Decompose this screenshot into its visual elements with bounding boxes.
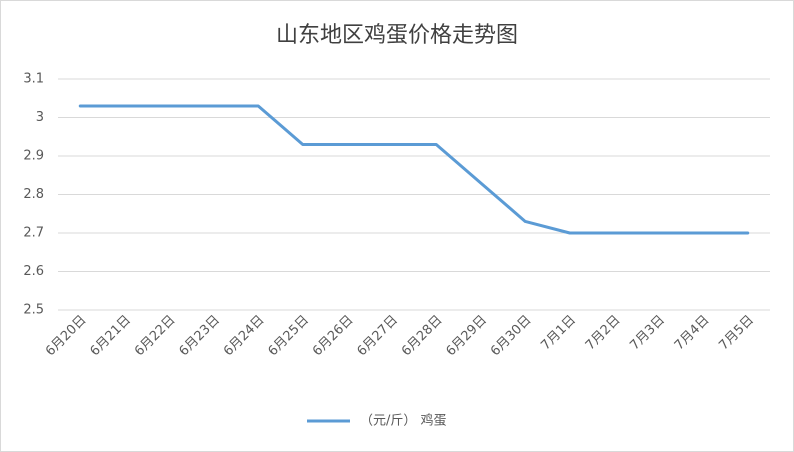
- y-tick-label: 2.6: [23, 264, 44, 279]
- chart-title: 山东地区鸡蛋价格走势图: [276, 23, 518, 48]
- y-tick-label: 2.8: [23, 187, 44, 202]
- line-series: [78, 104, 750, 235]
- y-tick-label: 3: [36, 110, 44, 125]
- legend-label: （元/斤） 鸡蛋: [360, 413, 447, 429]
- y-tick-label: 2.5: [23, 303, 44, 318]
- y-tick-label: 2.7: [23, 226, 44, 241]
- y-tick-label: 2.9: [23, 149, 44, 164]
- y-tick-label: 3.1: [23, 72, 44, 87]
